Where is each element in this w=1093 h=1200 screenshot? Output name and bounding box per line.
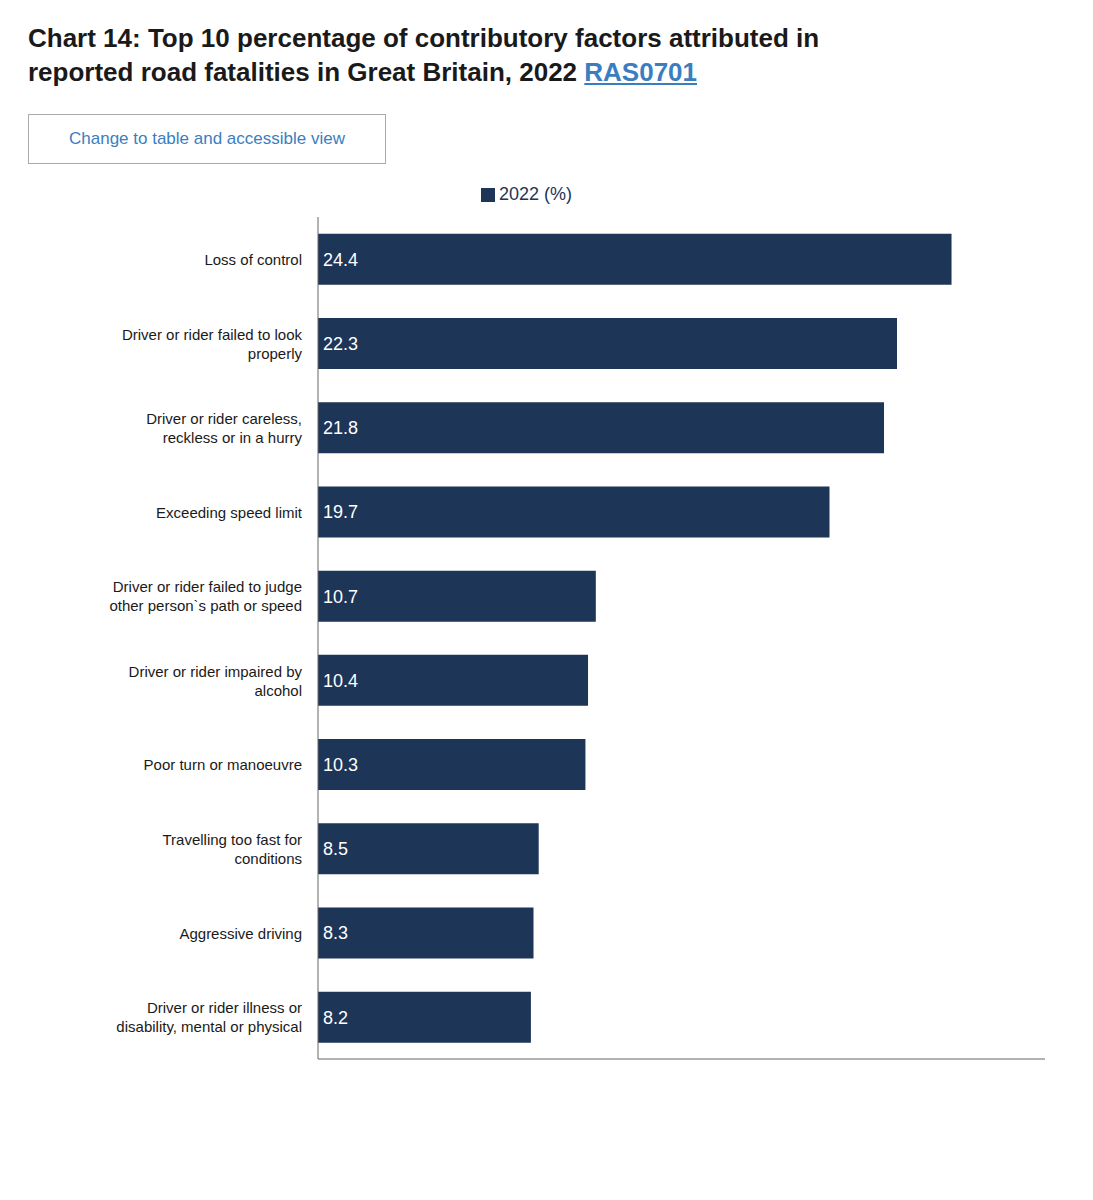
svg-text:19.7: 19.7 [323,502,358,522]
html-text:Change to table and accessible: Change to table and accessible view [69,128,345,148]
svg-text:Driver or rider careless,reckl: Driver or rider careless,reckless or in … [146,409,302,445]
html-text:2022 (%): 2022 (%) [499,183,572,204]
svg-text:Aggressive driving: Aggressive driving [179,924,302,941]
svg-text:Travelling too fast forconditi: Travelling too fast forconditions [162,830,302,866]
svg-text:Driver or rider failed to look: Driver or rider failed to lookproperly [122,325,303,361]
svg-text:8.3: 8.3 [323,923,348,943]
svg-text:Loss of control: Loss of control [204,250,302,267]
svg-text:22.3: 22.3 [323,334,358,354]
html-text:Chart 14: Top 10 percentage of: Chart 14: Top 10 percentage of contribut… [28,23,820,53]
svg-text:10.4: 10.4 [323,670,358,690]
svg-text:10.3: 10.3 [323,755,358,775]
svg-text:21.8: 21.8 [323,418,358,438]
svg-text:10.7: 10.7 [323,586,358,606]
svg-text:Driver or rider illness ordisa: Driver or rider illness ordisability, me… [116,998,302,1034]
svg-text:24.4: 24.4 [323,249,358,269]
svg-text:Exceeding speed limit: Exceeding speed limit [156,503,303,520]
svg-text:Driver or rider failed to judg: Driver or rider failed to judgeother per… [109,577,302,613]
svg-text:Driver or rider impaired byalc: Driver or rider impaired byalcohol [129,662,303,698]
svg-text:8.5: 8.5 [323,839,348,859]
svg-text:Poor turn or manoeuvre: Poor turn or manoeuvre [144,755,302,772]
svg-text:8.2: 8.2 [323,1007,348,1027]
html-text:reported road fatalities in Gr: reported road fatalities in Great Britai… [28,56,697,87]
